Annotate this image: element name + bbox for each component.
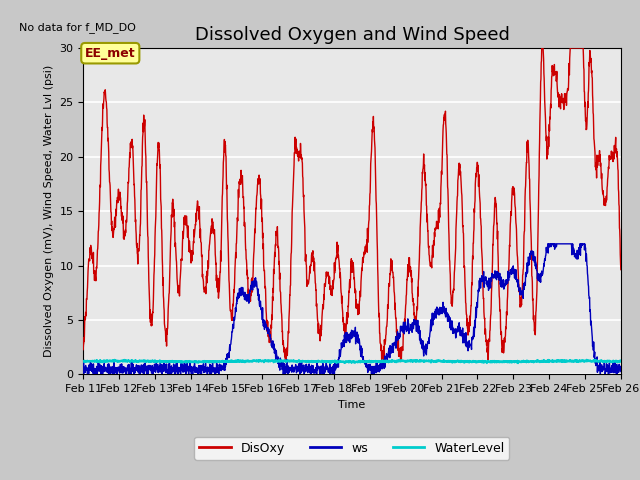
DisOxy xyxy=(602,197,609,203)
WaterLevel xyxy=(602,359,609,364)
ws xyxy=(79,366,87,372)
ws xyxy=(107,364,115,370)
Y-axis label: Dissolved Oxygen (mV), Wind Speed, Water Lvl (psi): Dissolved Oxygen (mV), Wind Speed, Water… xyxy=(44,65,54,357)
WaterLevel xyxy=(340,360,348,366)
WaterLevel xyxy=(602,359,609,365)
DisOxy xyxy=(538,45,545,51)
ws xyxy=(544,241,552,247)
WaterLevel xyxy=(514,360,522,366)
Line: DisOxy: DisOxy xyxy=(83,48,621,363)
WaterLevel xyxy=(617,359,625,364)
ws xyxy=(617,369,625,374)
WaterLevel xyxy=(107,358,115,364)
ws xyxy=(602,366,609,372)
ws xyxy=(503,277,511,283)
Text: EE_met: EE_met xyxy=(85,47,136,60)
X-axis label: Time: Time xyxy=(339,400,365,409)
DisOxy xyxy=(617,267,625,273)
ws xyxy=(84,372,92,377)
ws xyxy=(602,369,609,374)
DisOxy xyxy=(79,347,87,352)
DisOxy xyxy=(602,203,609,208)
ws xyxy=(341,334,349,339)
Line: WaterLevel: WaterLevel xyxy=(83,360,621,363)
DisOxy xyxy=(503,312,511,318)
ws xyxy=(327,366,335,372)
Title: Dissolved Oxygen and Wind Speed: Dissolved Oxygen and Wind Speed xyxy=(195,25,509,44)
DisOxy xyxy=(378,360,385,366)
WaterLevel xyxy=(326,358,334,364)
WaterLevel xyxy=(79,358,87,364)
DisOxy xyxy=(340,328,348,334)
Text: No data for f_MD_DO: No data for f_MD_DO xyxy=(19,22,136,33)
WaterLevel xyxy=(591,357,599,362)
WaterLevel xyxy=(502,359,510,364)
DisOxy xyxy=(326,284,334,289)
DisOxy xyxy=(107,202,115,208)
Line: ws: ws xyxy=(83,244,621,374)
Legend: DisOxy, ws, WaterLevel: DisOxy, ws, WaterLevel xyxy=(195,436,509,459)
